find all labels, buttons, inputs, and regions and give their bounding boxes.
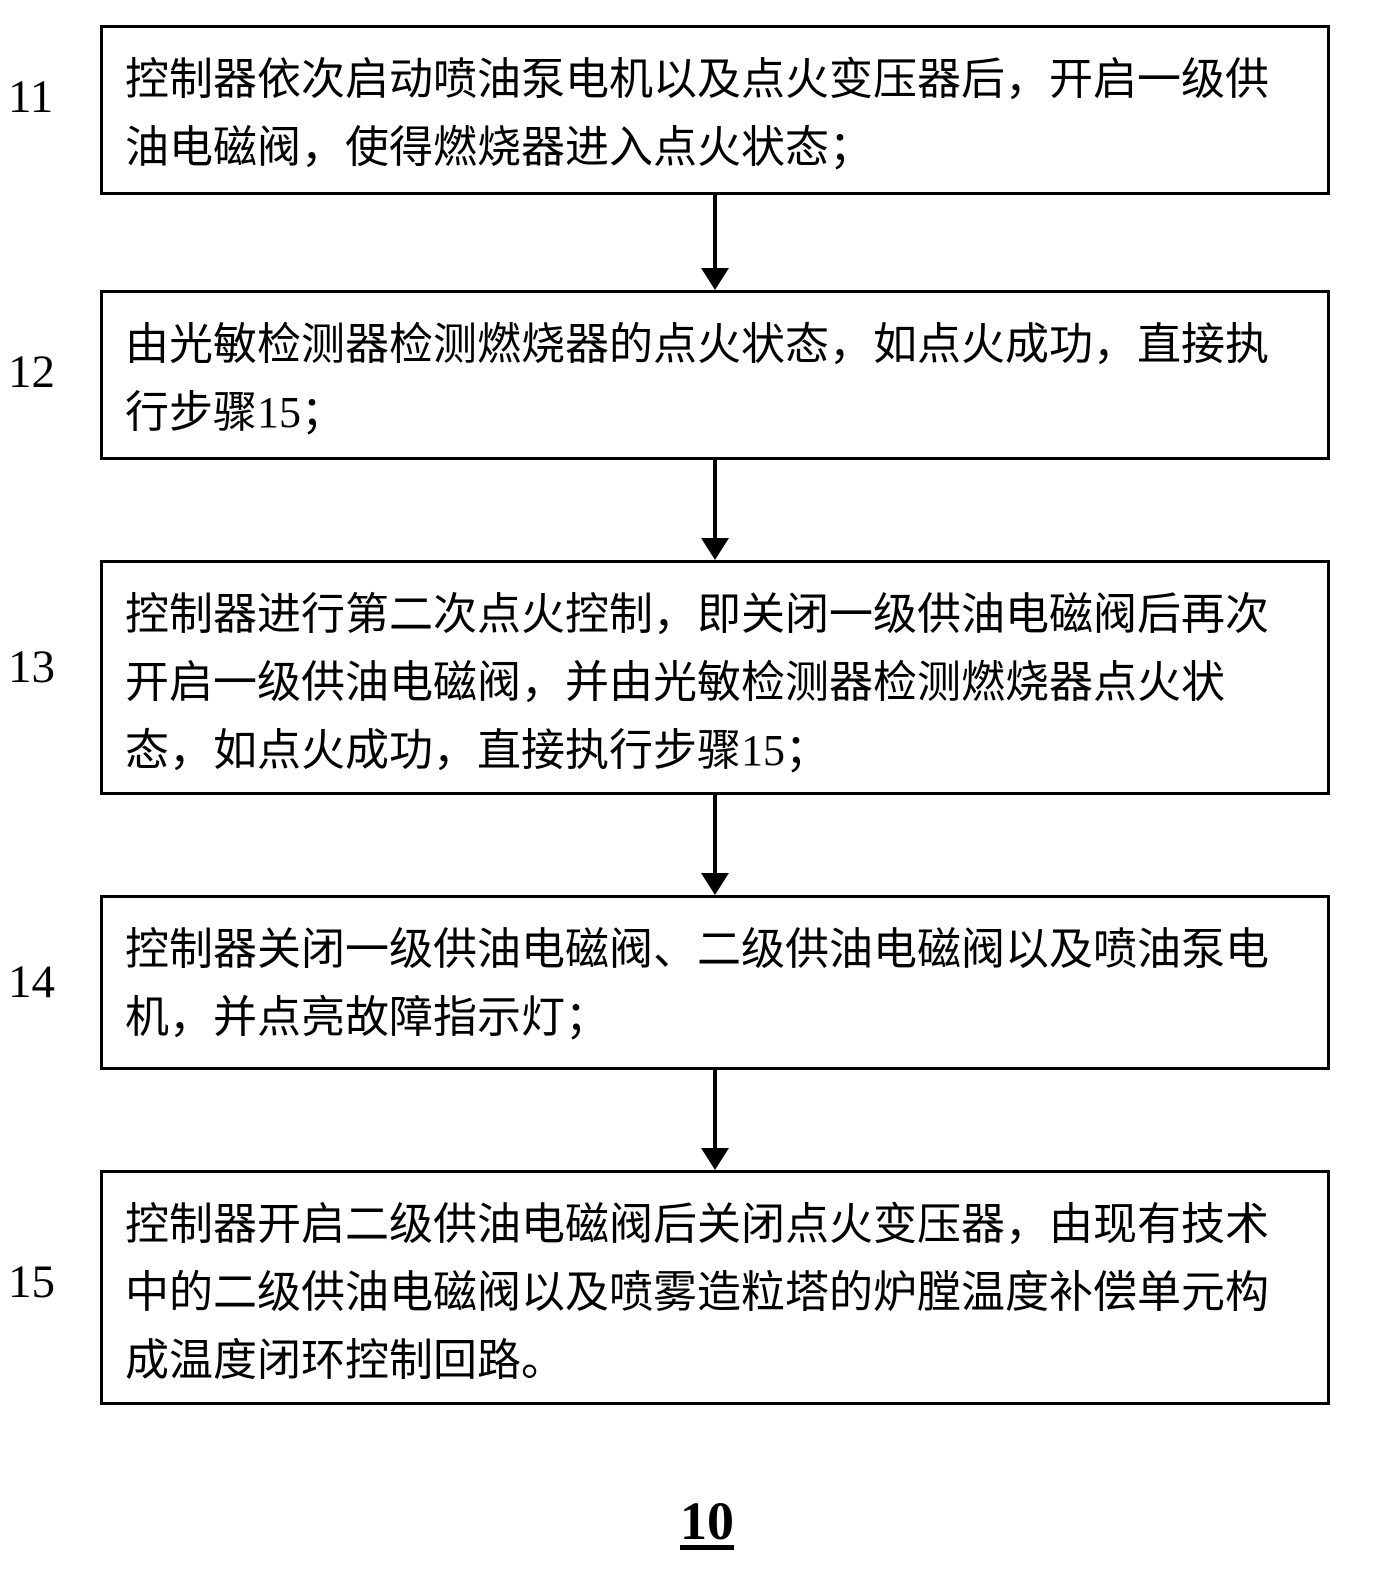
arrow-head-2	[701, 538, 729, 560]
arrow-line-1	[713, 195, 717, 268]
arrow-line-3	[713, 795, 717, 873]
step-label-12: 12	[8, 345, 55, 399]
arrow-line-4	[713, 1070, 717, 1148]
step-box-11: 控制器依次启动喷油泵电机以及点火变压器后，开启一级供油电磁阀，使得燃烧器进入点火…	[100, 25, 1330, 195]
step-box-13: 控制器进行第二次点火控制，即关闭一级供油电磁阀后再次开启一级供油电磁阀，并由光敏…	[100, 560, 1330, 795]
step-box-14: 控制器关闭一级供油电磁阀、二级供油电磁阀以及喷油泵电机，并点亮故障指示灯；	[100, 895, 1330, 1070]
arrow-head-4	[701, 1148, 729, 1170]
flowchart-canvas: 11 控制器依次启动喷油泵电机以及点火变压器后，开启一级供油电磁阀，使得燃烧器进入…	[0, 0, 1373, 1578]
arrow-head-3	[701, 873, 729, 895]
step-label-13: 13	[8, 640, 55, 694]
step-box-15: 控制器开启二级供油电磁阀后关闭点火变压器，由现有技术中的二级供油电磁阀以及喷雾造…	[100, 1170, 1330, 1405]
arrow-line-2	[713, 460, 717, 538]
step-box-12: 由光敏检测器检测燃烧器的点火状态，如点火成功，直接执行步骤15；	[100, 290, 1330, 460]
step-label-14: 14	[8, 955, 55, 1009]
step-label-15: 15	[8, 1255, 55, 1309]
step-label-11: 11	[8, 70, 53, 124]
arrow-head-1	[701, 268, 729, 290]
figure-number: 10	[680, 1490, 734, 1552]
